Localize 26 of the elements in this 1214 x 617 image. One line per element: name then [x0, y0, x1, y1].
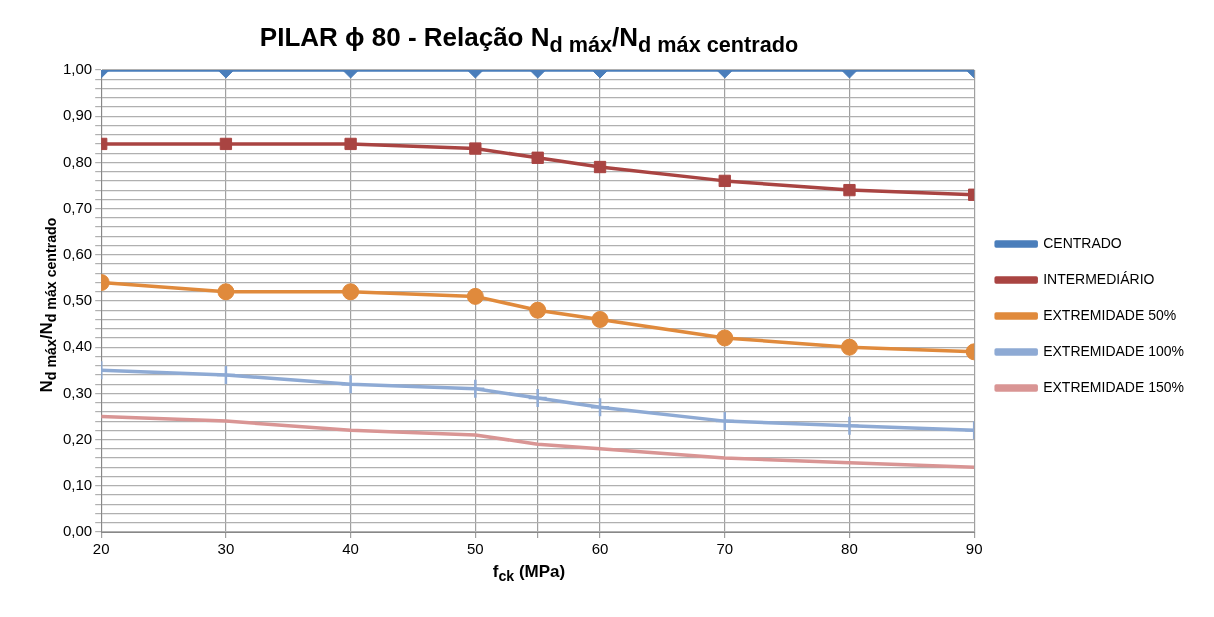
legend-label: EXTREMIDADE 100% — [1043, 342, 1185, 359]
x-tick-label: 30 — [217, 540, 235, 558]
y-tick-label: 0,50 — [62, 291, 93, 309]
y-tick-label: 0,40 — [62, 337, 93, 355]
x-tick-label: 80 — [841, 540, 858, 558]
x-axis-title: f$_{ck}$ (MPa) — [491, 562, 567, 585]
y-tick-label: 0,70 — [62, 198, 93, 216]
y-tick-label: 0,90 — [62, 106, 93, 124]
x-tick-label: 50 — [466, 540, 484, 558]
x-tick-label: 40 — [342, 540, 359, 558]
y-tick-label: 0,00 — [62, 522, 93, 540]
legend-label: EXTREMIDADE 150% — [1043, 378, 1185, 395]
legend-label: INTERMEDIÁRIO — [1043, 270, 1155, 287]
y-tick-label: 0,60 — [62, 244, 93, 262]
legend-label: CENTRADO — [1043, 234, 1122, 251]
x-tick-label: 90 — [965, 540, 983, 558]
x-tick-label: 60 — [591, 540, 609, 558]
y-tick-label: 0,10 — [62, 475, 93, 493]
x-tick-label: 20 — [92, 540, 110, 558]
x-tick-label: 70 — [716, 540, 734, 558]
legend-label: EXTREMIDADE 50% — [1043, 306, 1177, 323]
y-tick-label: 1,00 — [62, 60, 93, 78]
y-tick-label: 0,30 — [62, 383, 93, 401]
chart-title: PILAR ϕ 80 - Relação N$_{d máx}$/N$_{d máx centrado}$ — [258, 22, 800, 59]
y-tick-label: 0,80 — [62, 152, 93, 170]
y-tick-label: 0,20 — [62, 429, 93, 447]
